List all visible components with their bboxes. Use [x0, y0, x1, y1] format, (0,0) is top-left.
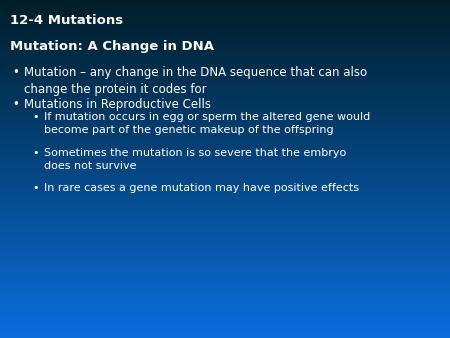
Text: Sometimes the mutation is so severe that the embryo
does not survive: Sometimes the mutation is so severe that…	[44, 148, 346, 171]
Text: 12-4 Mutations: 12-4 Mutations	[10, 14, 123, 26]
Text: •: •	[12, 66, 19, 79]
Text: Mutations in Reproductive Cells: Mutations in Reproductive Cells	[24, 98, 211, 111]
Text: •: •	[32, 112, 39, 122]
Text: Mutation: A Change in DNA: Mutation: A Change in DNA	[10, 40, 214, 53]
Text: If mutation occurs in egg or sperm the altered gene would
become part of the gen: If mutation occurs in egg or sperm the a…	[44, 112, 370, 135]
Text: •: •	[32, 148, 39, 158]
Text: •: •	[32, 183, 39, 193]
Text: •: •	[12, 98, 19, 111]
Text: Mutation – any change in the DNA sequence that can also
change the protein it co: Mutation – any change in the DNA sequenc…	[24, 66, 367, 96]
Text: In rare cases a gene mutation may have positive effects: In rare cases a gene mutation may have p…	[44, 183, 359, 193]
